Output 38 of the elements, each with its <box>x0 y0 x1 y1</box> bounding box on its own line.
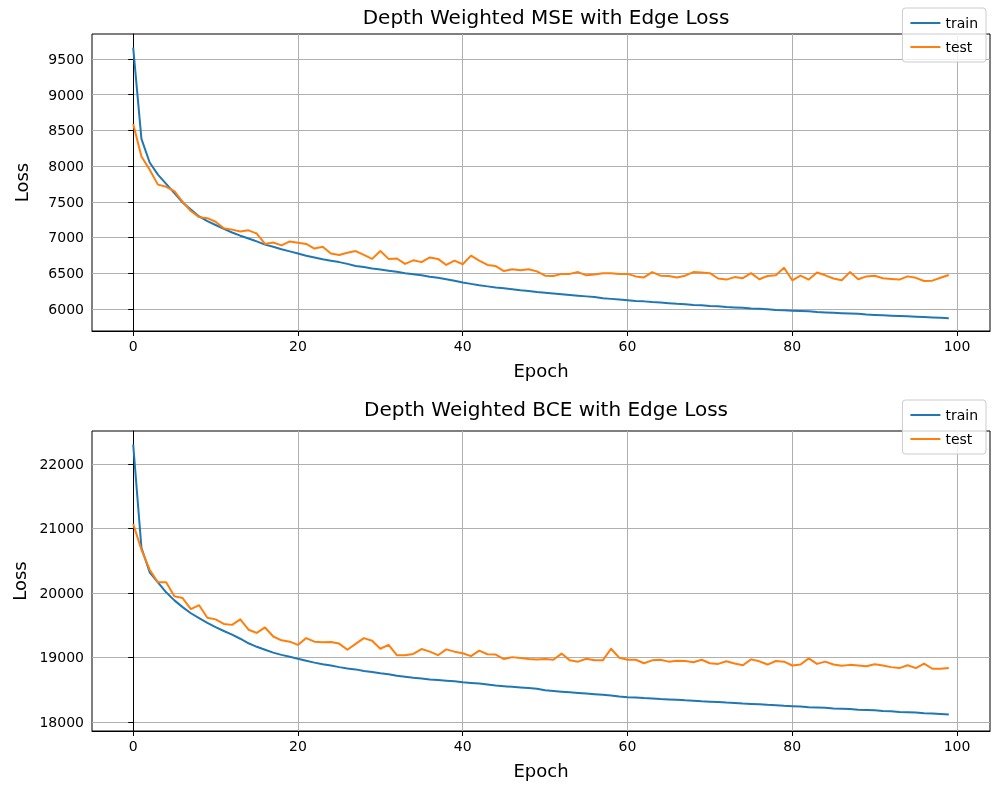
x-tick-label: 60 <box>618 338 637 354</box>
x-tick-label: 40 <box>453 338 472 354</box>
x-tick-label: 100 <box>943 738 971 754</box>
x-tick-label: 20 <box>289 338 307 354</box>
y-tick-label: 8500 <box>48 122 84 139</box>
y-tick-label: 19000 <box>39 649 84 666</box>
x-tick-label: 0 <box>128 338 138 354</box>
x-tick-label: 100 <box>943 338 971 354</box>
y-tick-label: 9000 <box>48 86 84 103</box>
y-tick-label: 18000 <box>39 713 84 730</box>
y-tick-label: 8000 <box>48 158 84 175</box>
line-series <box>132 522 950 670</box>
line-series <box>132 122 950 283</box>
legend-label: train <box>945 407 979 423</box>
y-tick-label: 7000 <box>48 229 84 246</box>
y-axis-title: Loss <box>10 162 32 203</box>
line-series <box>132 443 950 716</box>
x-tick-label: 80 <box>783 338 802 354</box>
chart-title: Depth Weighted MSE with Edge Loss <box>362 5 730 29</box>
y-tick-label: 22000 <box>39 455 84 472</box>
legend-label: test <box>945 431 973 447</box>
y-tick-label: 7500 <box>48 193 84 210</box>
x-tick-label: 80 <box>783 738 802 754</box>
legend-label: test <box>945 39 973 55</box>
x-axis-title: Epoch <box>513 359 569 381</box>
x-axis-title: Epoch <box>513 759 569 781</box>
legend-label: train <box>945 15 979 31</box>
x-tick-label: 20 <box>289 738 307 754</box>
y-tick-label: 21000 <box>39 520 84 537</box>
y-tick-label: 20000 <box>39 584 84 601</box>
x-tick-label: 40 <box>453 738 472 754</box>
y-tick-label: 6500 <box>48 265 84 282</box>
y-tick-label: 6000 <box>48 300 84 317</box>
y-axis-title: Loss <box>9 561 31 601</box>
x-tick-label: 60 <box>618 738 637 754</box>
chart-title: Depth Weighted BCE with Edge Loss <box>364 397 728 421</box>
y-tick-label: 9500 <box>48 50 84 67</box>
x-tick-label: 0 <box>128 738 138 754</box>
